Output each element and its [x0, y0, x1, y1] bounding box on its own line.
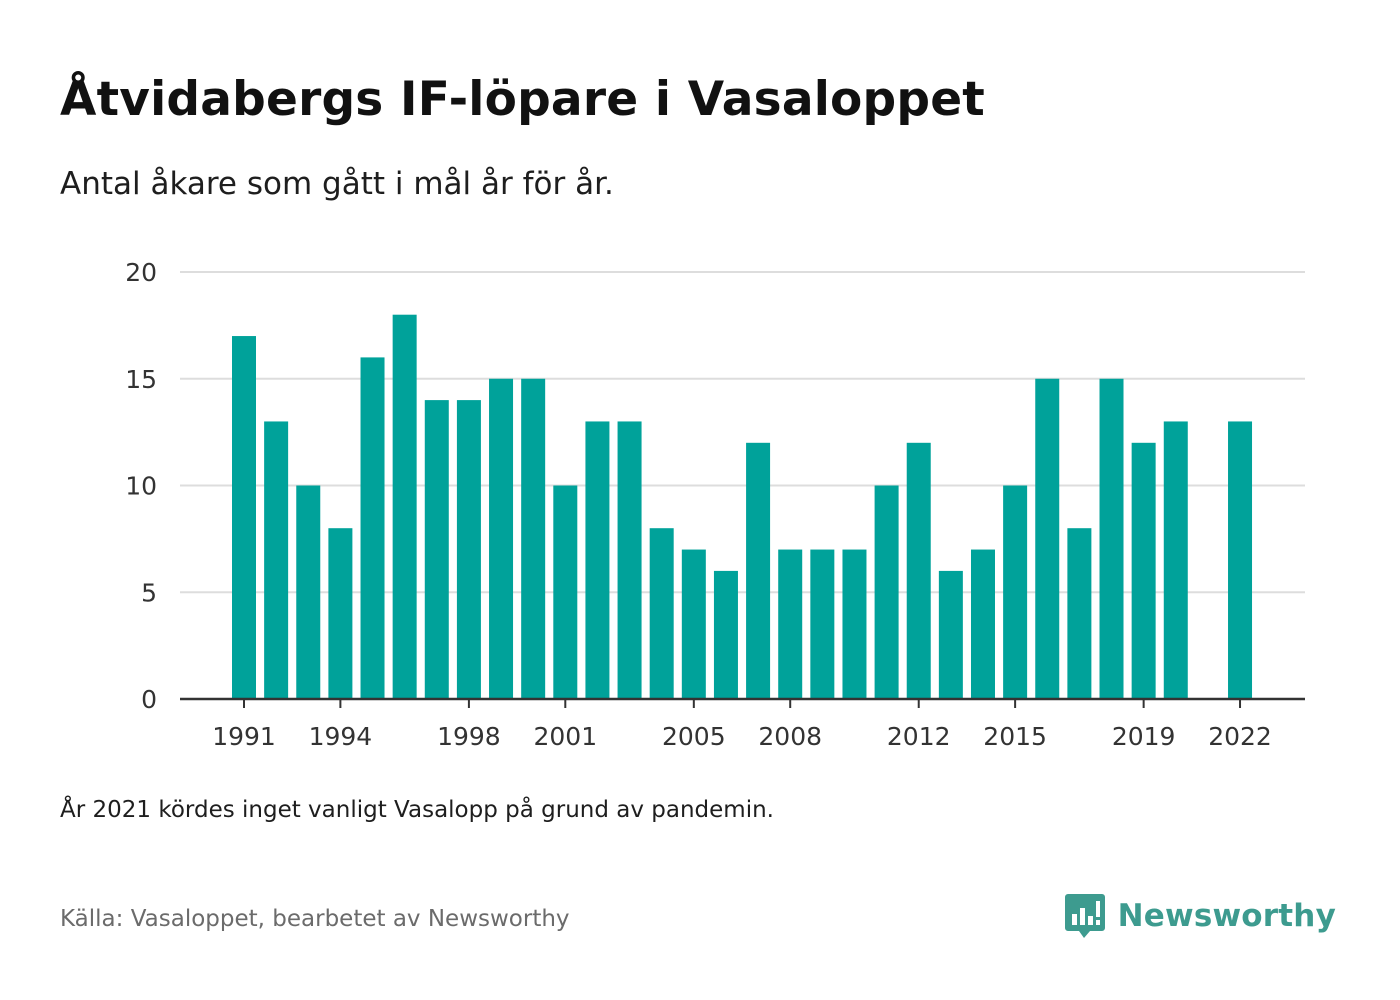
bar-2016 [1035, 378, 1060, 699]
y-tick-label: 20 [125, 258, 157, 287]
bar-1999 [489, 378, 514, 699]
bar-1998 [456, 400, 481, 699]
x-tick-label: 2015 [983, 722, 1047, 751]
x-axis-labels: 1991 1994 1998 2001 2005 2008 2012 2015 2019 2022 [212, 722, 1272, 751]
bar-1997 [424, 400, 449, 699]
bar-2005 [681, 549, 706, 699]
x-tick-label: 2012 [887, 722, 951, 751]
x-tick-label: 2005 [662, 722, 726, 751]
bar-2013 [938, 570, 963, 699]
x-tick-label: 1994 [309, 722, 373, 751]
bar-1991 [232, 336, 256, 699]
x-tick-label: 1991 [212, 722, 276, 751]
y-axis-labels: 0 5 10 15 20 [125, 258, 157, 714]
bar-1996 [392, 314, 417, 699]
bar-chart-speech-bubble-icon [1064, 894, 1105, 938]
bar-2014 [970, 549, 995, 699]
x-tick-label: 1998 [437, 722, 501, 751]
bar-2003 [617, 421, 642, 699]
bar-2009 [810, 549, 835, 699]
bar-2019 [1131, 442, 1156, 699]
chart-title: Åtvidabergs IF-löpare i Vasaloppet [60, 72, 985, 127]
x-tick-label: 2019 [1112, 722, 1176, 751]
x-axis [180, 697, 1305, 708]
bar-2000 [521, 378, 546, 699]
y-tick-label: 0 [141, 685, 157, 714]
y-tick-label: 15 [125, 365, 157, 394]
bar-2006 [713, 570, 738, 699]
bar-2012 [906, 442, 931, 699]
chart-subtitle: Antal åkare som gått i mål år för år. [60, 166, 614, 202]
newsworthy-logo: Newsworthy [1064, 892, 1336, 940]
x-tick-label: 2022 [1208, 722, 1272, 751]
bar-2015 [1003, 485, 1028, 699]
bar-2020 [1163, 421, 1188, 699]
bar-2008 [778, 549, 803, 699]
bar-2010 [842, 549, 867, 699]
bar-2004 [649, 528, 674, 699]
x-tick-label: 2008 [758, 722, 822, 751]
x-tick-label: 2001 [533, 722, 597, 751]
bar-1992 [264, 421, 289, 699]
bar-2002 [585, 421, 610, 699]
bars [232, 314, 1253, 699]
bar-2022 [1228, 421, 1253, 699]
y-tick-label: 5 [141, 578, 157, 607]
bar-1994 [328, 528, 353, 699]
bar-2001 [553, 485, 578, 699]
bar-2018 [1099, 378, 1124, 699]
footnote: År 2021 kördes inget vanligt Vasalopp på… [60, 797, 774, 823]
bar-2007 [746, 442, 771, 699]
bar-1993 [296, 485, 321, 699]
bar-2017 [1067, 528, 1092, 699]
y-tick-label: 10 [125, 472, 157, 501]
source-text: Källa: Vasaloppet, bearbetet av Newswort… [60, 906, 570, 932]
brand-name: Newsworthy [1117, 898, 1336, 934]
bar-1995 [360, 357, 385, 699]
bar-2011 [874, 485, 899, 699]
